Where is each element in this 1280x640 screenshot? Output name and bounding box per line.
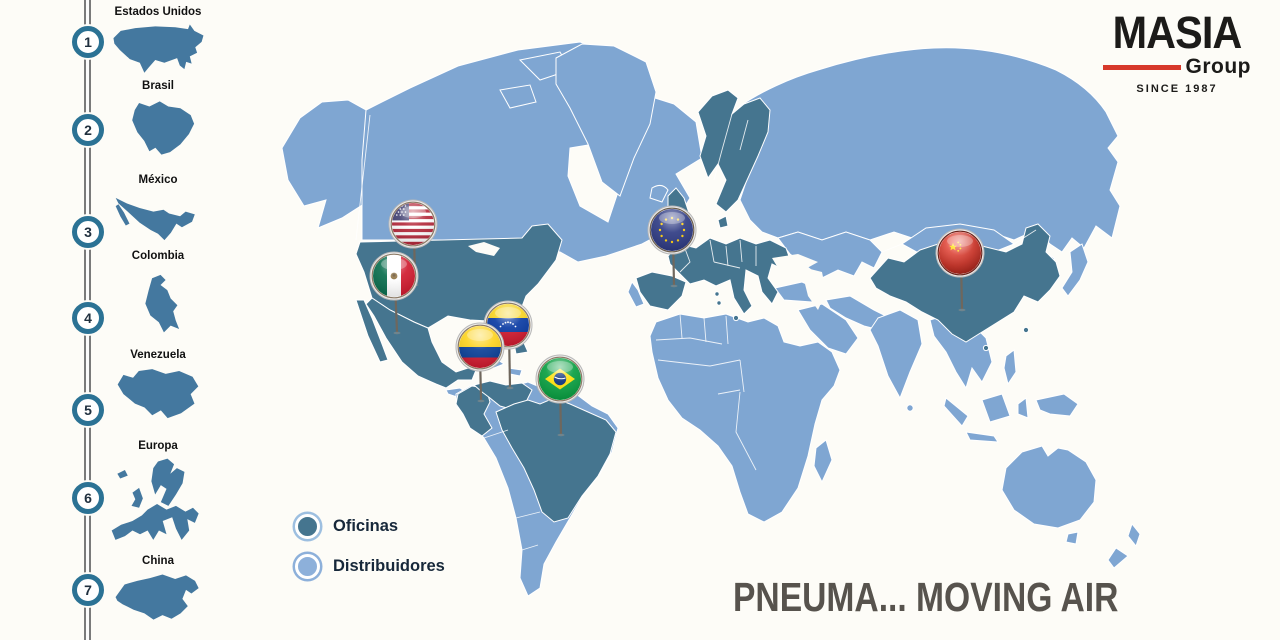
sidebar-country-label: Venezuela	[130, 349, 186, 361]
pin-venezuela[interactable]: Venezuela	[484, 301, 532, 390]
legend-office-label: Oficinas	[333, 517, 399, 535]
sidebar-country-label: Europa	[138, 440, 178, 452]
inland-seas	[468, 242, 826, 310]
office-pins: Estados Unidos México Venezuela Colombia…	[370, 200, 985, 437]
pin-europa[interactable]: Europa	[648, 206, 696, 288]
sidebar-item-usa: Estados Unidos	[102, 6, 214, 79]
pin-colombia[interactable]: Colombia	[456, 323, 504, 403]
office-regions	[355, 89, 1061, 523]
pin-mexico[interactable]: México	[370, 252, 418, 335]
map-legend: Oficinas Distribuidores	[295, 514, 445, 594]
country-borders	[355, 113, 1037, 551]
sidebar-item-mexico: México	[102, 174, 214, 249]
legend-distributor-row: Distribuidores	[295, 554, 445, 579]
country-silhouette	[102, 455, 214, 553]
pin-brasil[interactable]: Brasil	[536, 355, 584, 437]
country-silhouette	[102, 21, 214, 79]
timeline-number-badge: 4	[72, 302, 104, 334]
country-silhouette	[102, 570, 214, 626]
office-marker-icon	[295, 514, 320, 539]
logo-since: SINCE 1987	[1136, 83, 1218, 95]
timeline-number-badge: 3	[72, 216, 104, 248]
sidebar-country-label: China	[142, 555, 174, 567]
country-silhouette	[102, 189, 214, 249]
world-map: Estados Unidos México Venezuela Colombia…	[281, 41, 1141, 597]
pin-china[interactable]: China	[935, 228, 985, 312]
country-silhouette	[102, 364, 214, 428]
timeline-number-badge: 1	[72, 26, 104, 58]
logo-subtitle: Group	[1185, 55, 1251, 78]
sidebar-item-china: China	[102, 555, 214, 626]
sidebar-item-brasil: Brasil	[102, 80, 214, 161]
distributor-marker-icon	[295, 554, 320, 579]
sidebar-item-venezuela: Venezuela	[102, 349, 214, 428]
logo-title: MASIA	[1112, 7, 1243, 58]
timeline-number-badge: 2	[72, 114, 104, 146]
sidebar-country-label: México	[138, 174, 178, 186]
timeline-number-badge: 6	[72, 482, 104, 514]
logo-red-line	[1103, 64, 1181, 70]
sidebar-country-label: Colombia	[131, 250, 185, 262]
timeline-number-badge: 5	[72, 394, 104, 426]
country-silhouette	[102, 265, 214, 349]
country-silhouette	[102, 95, 214, 161]
masia-group-logo: MASIA Group SINCE 1987	[1103, 7, 1251, 95]
sidebar-item-colombia: Colombia	[102, 250, 214, 349]
legend-distributor-label: Distribuidores	[333, 557, 445, 575]
sidebar-item-europa: Europa	[102, 440, 214, 553]
sidebar-country-label: Estados Unidos	[114, 6, 202, 18]
tagline: PNEUMA... MOVING AIR	[733, 574, 1119, 620]
sidebar-country-label: Brasil	[142, 80, 174, 92]
legend-office-row: Oficinas	[295, 514, 445, 539]
timeline-number-badge: 7	[72, 574, 104, 606]
